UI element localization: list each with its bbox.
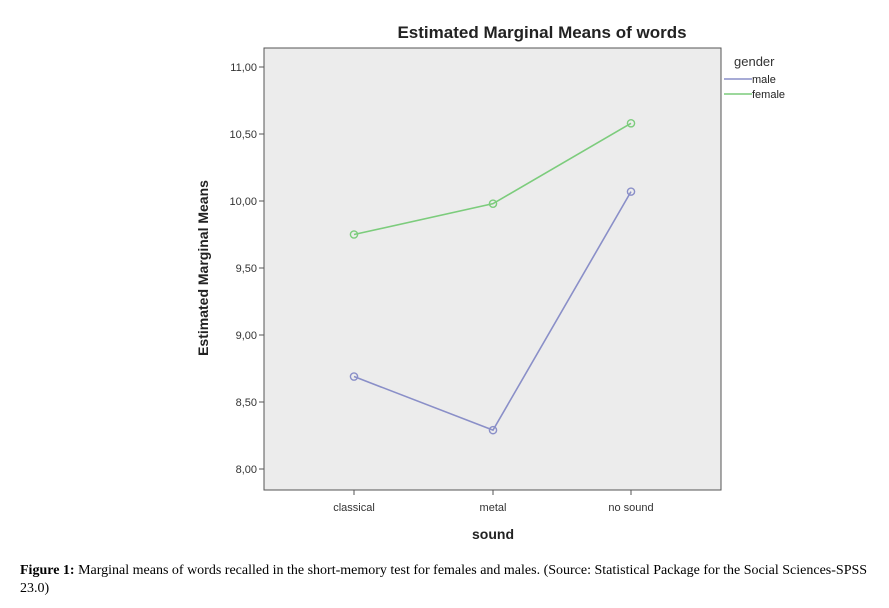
series-line-male <box>353 191 632 432</box>
caption-text: Marginal means of words recalled in the … <box>20 563 868 596</box>
x-tick-label: classical <box>333 502 375 514</box>
plot-area <box>263 47 722 491</box>
legend: gender male female <box>724 54 785 101</box>
x-tick-label: no sound <box>608 502 653 514</box>
series-layer <box>349 118 636 435</box>
chart-title: Estimated Marginal Means of words <box>397 23 686 42</box>
y-tick-label: 8,50 <box>236 397 257 409</box>
y-tick-label: 10,50 <box>229 129 257 141</box>
chart: Estimated Marginal Means of words 8,008,… <box>195 23 785 542</box>
x-tick-label: metal <box>480 502 507 514</box>
y-tick-label: 10,00 <box>229 196 257 208</box>
y-tick-label: 9,50 <box>236 263 257 275</box>
legend-label-female: female <box>752 89 785 101</box>
series-male <box>349 187 636 435</box>
series-line-female <box>353 122 632 236</box>
legend-label-male: male <box>752 74 776 86</box>
caption-label: Figure 1: <box>20 563 75 578</box>
y-axis: 8,00 8,50 9,00 9,50 10,00 10,50 11,00 <box>229 62 264 476</box>
data-point-female <box>626 118 636 128</box>
y-tick-label: 11,00 <box>230 62 257 74</box>
x-axis: classical metal no sound <box>333 490 654 514</box>
data-point-female <box>349 230 359 239</box>
figure-caption: Figure 1: Marginal means of words recall… <box>20 562 886 598</box>
data-point-male <box>626 187 636 196</box>
data-point-male <box>349 372 359 381</box>
data-point-male <box>488 425 498 435</box>
data-point-female <box>488 199 498 208</box>
y-axis-label: Estimated Marginal Means <box>195 180 211 356</box>
legend-title: gender <box>734 54 775 69</box>
y-tick-label: 9,00 <box>236 330 257 342</box>
series-female <box>349 118 636 239</box>
y-tick-label: 8,00 <box>236 464 257 476</box>
x-axis-label: sound <box>472 526 514 542</box>
